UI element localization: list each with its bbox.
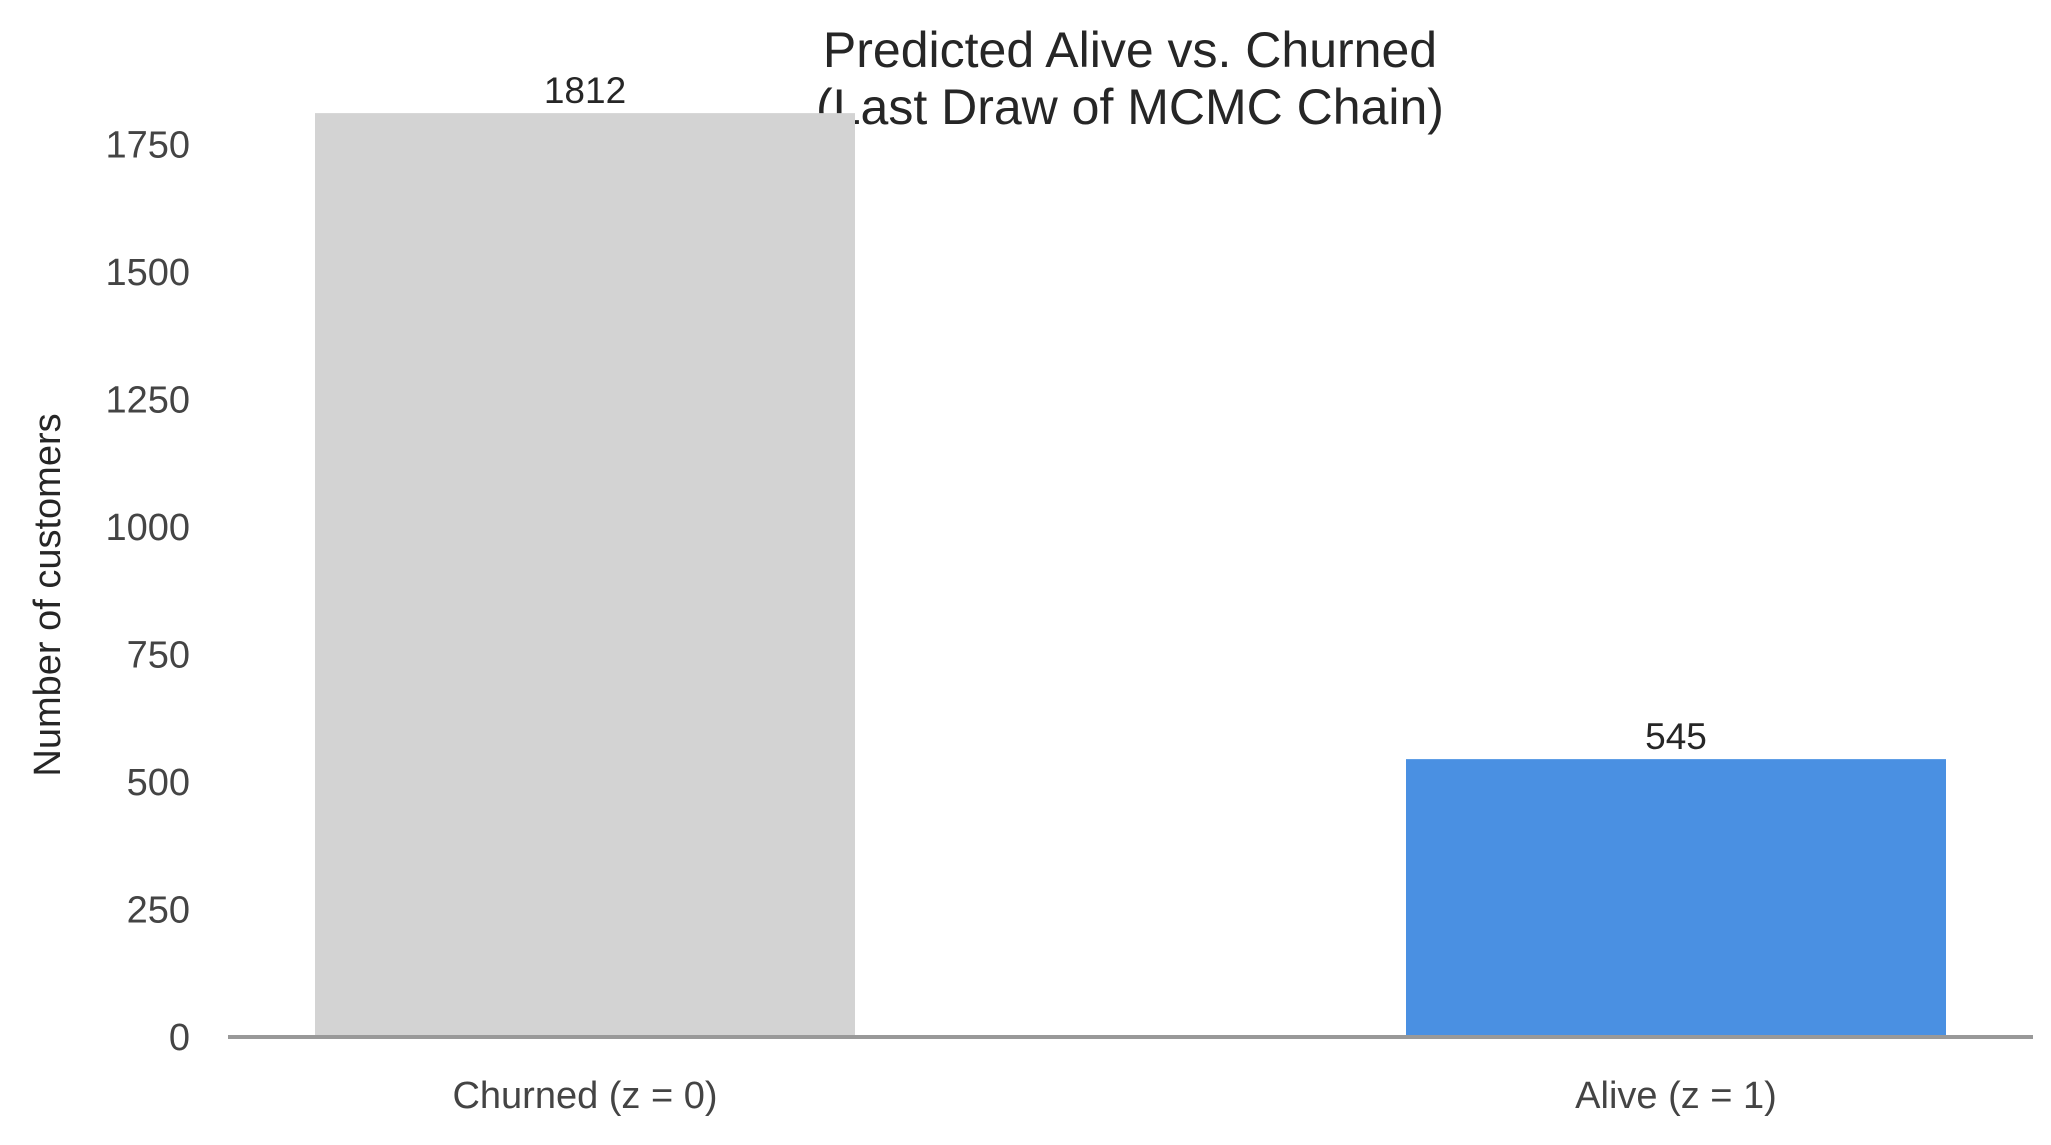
data-labels: 1812 545 <box>544 70 1707 757</box>
x-axis-ticks: Churned (z = 0) Alive (z = 1) <box>452 1075 1776 1117</box>
y-tick-label: 0 <box>169 1017 190 1059</box>
chart-title: Predicted Alive vs. Churned (Last Draw o… <box>816 22 1444 135</box>
y-tick-label: 1500 <box>105 252 190 294</box>
bars <box>315 113 1946 1038</box>
chart-title-line1: Predicted Alive vs. Churned <box>823 22 1437 78</box>
x-tick-label: Churned (z = 0) <box>452 1075 717 1117</box>
y-tick-label: 500 <box>127 762 190 804</box>
x-tick-label: Alive (z = 1) <box>1575 1075 1777 1117</box>
chart-title-line2: (Last Draw of MCMC Chain) <box>816 79 1444 135</box>
y-tick-label: 1250 <box>105 380 190 422</box>
y-tick-label: 1750 <box>105 125 190 167</box>
bar <box>1406 759 1946 1037</box>
y-tick-label: 250 <box>127 890 190 932</box>
bar-value-label: 1812 <box>544 70 626 111</box>
bar-value-label: 545 <box>1645 716 1707 757</box>
y-tick-label: 750 <box>127 635 190 677</box>
y-axis-label: Number of customers <box>27 413 69 776</box>
bar <box>315 113 855 1038</box>
y-axis-ticks: 0 250 500 750 1000 1250 1500 1750 <box>105 125 190 1059</box>
y-tick-label: 1000 <box>105 507 190 549</box>
